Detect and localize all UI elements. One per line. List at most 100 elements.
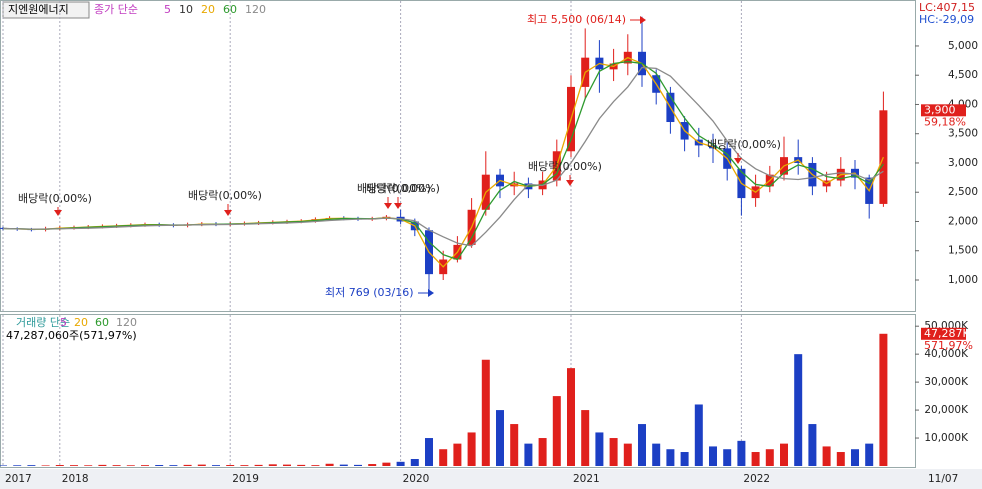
volume-bar: [197, 464, 206, 466]
volume-bar: [709, 446, 717, 466]
volume-bar: [680, 452, 689, 466]
dividend-annotation: 배당락(0,00%): [188, 189, 262, 202]
volume-bar: [836, 452, 845, 466]
last-volume: 47,287K: [924, 327, 970, 340]
legend-entry: 5: [164, 3, 171, 16]
lc-label: LC:407,15: [919, 1, 975, 14]
volume-bar: [368, 464, 377, 466]
y-tick-label: 2,000: [948, 215, 978, 227]
last-volume-tag: [921, 327, 966, 340]
volume-bar: [595, 432, 604, 466]
volume-y-tick-label: 30,000K: [924, 376, 969, 388]
volume-bar: [297, 464, 306, 466]
volume-bar: [126, 465, 135, 466]
low-annotation: 최저 769 (03/16): [325, 286, 414, 299]
volume-bar: [808, 424, 817, 466]
volume-bar: [84, 465, 93, 466]
volume-bar: [822, 446, 831, 466]
legend-entry: 20: [201, 3, 215, 16]
annotation-arrowhead: [734, 158, 742, 164]
volume-bar: [183, 464, 192, 466]
volume-bar: [481, 359, 490, 466]
volume-bar: [70, 465, 78, 466]
volume-bar: [538, 438, 547, 466]
annotation-arrowhead: [394, 203, 402, 209]
volume-bar: [851, 449, 859, 466]
y-tick-label: 1,500: [948, 245, 978, 257]
price-pane: [0, 0, 916, 312]
volume-y-tick-label: 10,000K: [924, 432, 969, 444]
volume-bar: [567, 368, 575, 466]
y-tick-label: 4,500: [948, 69, 978, 81]
volume-bar: [638, 424, 646, 466]
moving-average: [2, 60, 884, 261]
volume-bar: [609, 438, 618, 466]
volume-bar: [354, 464, 362, 466]
volume-bar: [552, 396, 561, 466]
x-tick-label: 2022: [743, 473, 770, 485]
volume-bar: [169, 465, 178, 466]
volume-legend-entry: 120: [116, 316, 137, 329]
volume-bar: [652, 443, 661, 466]
dividend-annotation: 배당락(0,00%): [366, 182, 440, 195]
volume-legend-entry: 60: [95, 316, 109, 329]
volume-bar: [510, 424, 519, 466]
annotation-arrowhead: [224, 210, 232, 216]
volume-bar: [155, 465, 164, 466]
annotation-arrowhead: [428, 289, 434, 297]
legend-entry: 120: [245, 3, 266, 16]
volume-bar: [283, 464, 291, 466]
x-tick-label: 2020: [403, 473, 430, 485]
hc-label: HC:-29,09: [919, 13, 974, 26]
volume-bar: [382, 462, 391, 466]
last-price: 3,900: [924, 103, 956, 116]
stock-name: 지엔원에너지: [8, 3, 69, 16]
legend-entry: 10: [179, 3, 193, 16]
volume-bar: [865, 443, 874, 466]
volume-bar: [13, 465, 22, 466]
volume-bar: [98, 464, 107, 466]
volume-bar: [268, 464, 277, 466]
volume-summary: 47,287,060주(571,97%): [6, 329, 137, 342]
volume-bar: [751, 452, 760, 466]
volume-bar: [112, 465, 121, 466]
volume-bar: [737, 440, 746, 466]
volume-y-tick-label: 40,000K: [924, 348, 969, 360]
y-tick-label: 3,500: [948, 128, 978, 140]
y-tick-label: 2,500: [948, 186, 978, 198]
volume-bar: [723, 449, 732, 466]
annotation-arrowhead: [54, 210, 62, 216]
annotation-arrowhead: [384, 203, 392, 209]
high-annotation: 최고 5,500 (06/14): [527, 13, 626, 26]
dividend-annotation: 배당락(0,00%): [357, 182, 431, 195]
volume-bar: [55, 465, 64, 466]
volume-bar: [496, 410, 504, 466]
volume-bar: [41, 465, 50, 466]
moving-average: [2, 66, 884, 247]
volume-bar: [226, 465, 235, 466]
x-tick-label: 2017: [5, 473, 32, 485]
volume-bar: [623, 443, 632, 466]
x-axis-bar: [0, 469, 982, 489]
volume-bar: [794, 354, 803, 466]
x-tick-label: 2018: [62, 473, 89, 485]
volume-bar: [439, 449, 448, 466]
volume-bar: [581, 410, 590, 466]
x-tick-label: 2019: [232, 473, 259, 485]
dividend-annotation: 배당락(0,00%): [528, 160, 602, 173]
x-tick-label: 2021: [573, 473, 600, 485]
annotation-arrowhead: [566, 180, 574, 186]
indicator-label: 종가 단순: [94, 3, 138, 16]
volume-title: 거래량 단순: [16, 316, 70, 329]
volume-bar: [425, 438, 433, 466]
volume-legend-entry: 20: [74, 316, 88, 329]
volume-bar: [694, 404, 703, 466]
volume-bar: [467, 432, 476, 466]
volume-y-tick-label: 20,000K: [924, 404, 969, 416]
volume-bar: [396, 461, 405, 466]
volume-bar: [0, 465, 7, 466]
annotation-arrowhead: [640, 16, 646, 24]
